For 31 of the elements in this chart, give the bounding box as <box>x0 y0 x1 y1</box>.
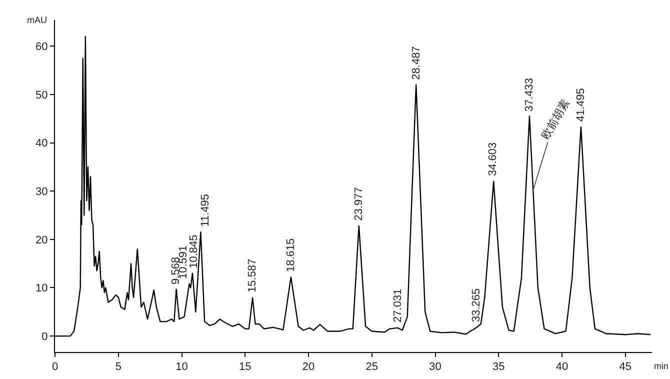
annotation: 23.977 <box>353 187 366 221</box>
annotation: 18.615 <box>284 238 297 272</box>
x-tick-label: 0 <box>52 361 58 374</box>
x-tick-label: 30 <box>429 361 442 374</box>
annotation: 34.603 <box>487 142 500 176</box>
y-axis-title: mAU <box>27 15 47 25</box>
y-tick-label: 40 <box>36 138 48 150</box>
annotation: 27.031 <box>392 288 404 322</box>
y-tick-label: 20 <box>36 234 48 246</box>
y-tick-label: 30 <box>36 186 48 198</box>
y-tick-label: 10 <box>36 282 48 295</box>
y-tick-label: 50 <box>36 89 48 102</box>
annotation: 10.845 <box>188 234 200 268</box>
annotation: 28.487 <box>410 46 422 80</box>
x-tick-label: 45 <box>619 361 632 374</box>
x-tick-label: 40 <box>556 361 568 374</box>
annotation: 33.265 <box>470 288 482 322</box>
x-tick-label: 5 <box>115 361 122 374</box>
y-tick-label: 0 <box>42 330 48 343</box>
annotation: 37.433 <box>523 78 536 112</box>
x-tick-label: 10 <box>176 361 188 374</box>
annotation: 15.587 <box>246 258 259 292</box>
annotation: 41.495 <box>575 88 588 122</box>
annotation: 11.495 <box>199 194 212 227</box>
x-tick-label: 35 <box>492 361 505 374</box>
x-tick-label: 20 <box>302 361 315 374</box>
annotation: 欧前胡素 <box>538 96 572 142</box>
y-tick-label: 60 <box>36 40 48 53</box>
x-tick-label: 15 <box>239 361 252 374</box>
x-axis-title: min <box>654 361 669 371</box>
x-tick-label: 25 <box>366 361 378 374</box>
